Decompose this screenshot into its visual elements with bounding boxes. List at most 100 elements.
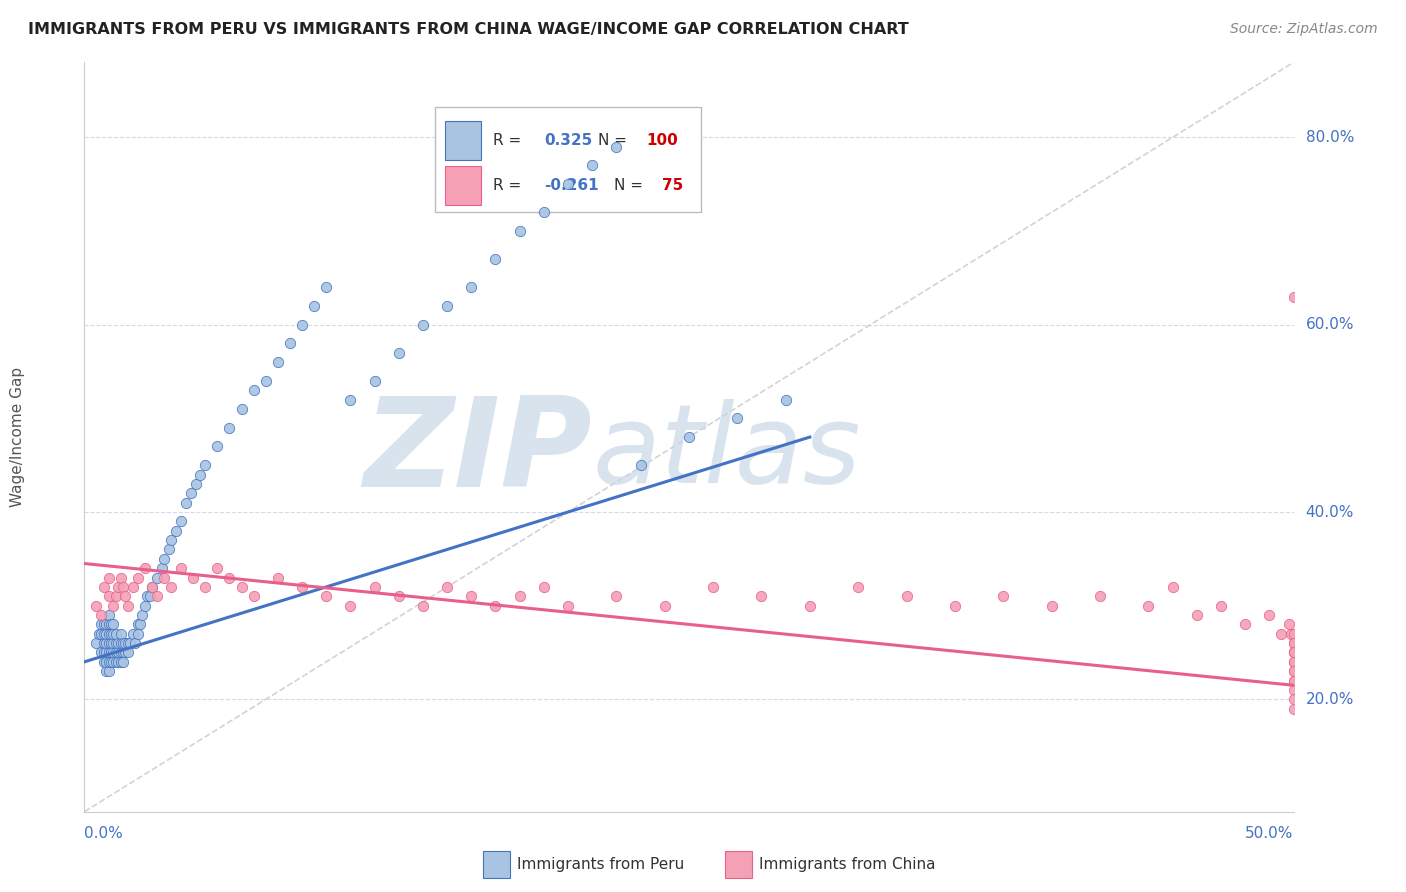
Point bbox=[190, 467, 212, 482]
Point bbox=[87, 626, 110, 640]
Point bbox=[605, 589, 627, 603]
Point bbox=[94, 664, 117, 679]
Point bbox=[93, 580, 115, 594]
Point bbox=[153, 571, 176, 585]
Point bbox=[1282, 646, 1305, 660]
Point bbox=[103, 636, 125, 650]
Point bbox=[436, 580, 458, 594]
Point bbox=[1282, 673, 1305, 688]
Point bbox=[100, 626, 122, 640]
Point bbox=[160, 533, 183, 547]
Point bbox=[339, 599, 361, 613]
Point bbox=[1137, 599, 1160, 613]
Point bbox=[107, 580, 129, 594]
Point bbox=[557, 177, 579, 192]
Point bbox=[97, 571, 120, 585]
Point bbox=[509, 224, 531, 238]
Text: 50.0%: 50.0% bbox=[1246, 826, 1294, 841]
Point bbox=[90, 626, 112, 640]
Point bbox=[112, 580, 135, 594]
Point bbox=[114, 636, 136, 650]
Point bbox=[630, 458, 652, 473]
Point bbox=[1040, 599, 1063, 613]
Point bbox=[1278, 617, 1301, 632]
Point bbox=[90, 617, 112, 632]
Point bbox=[231, 580, 253, 594]
Point bbox=[136, 589, 159, 603]
Text: 80.0%: 80.0% bbox=[1306, 130, 1354, 145]
Point bbox=[1282, 646, 1305, 660]
Point bbox=[86, 599, 108, 613]
Point bbox=[93, 626, 115, 640]
Point bbox=[110, 636, 132, 650]
Point bbox=[174, 496, 197, 510]
Point bbox=[141, 580, 163, 594]
Point bbox=[654, 599, 676, 613]
Point bbox=[114, 589, 136, 603]
Point bbox=[170, 514, 193, 528]
Point bbox=[170, 561, 193, 575]
Point bbox=[110, 655, 132, 669]
Point bbox=[799, 599, 821, 613]
Point bbox=[141, 580, 163, 594]
Point bbox=[533, 205, 555, 219]
Point bbox=[1282, 626, 1305, 640]
Point bbox=[557, 599, 579, 613]
Point bbox=[1282, 701, 1305, 715]
Point bbox=[1185, 608, 1208, 623]
Point bbox=[509, 589, 531, 603]
Point bbox=[218, 420, 240, 434]
Point bbox=[1282, 664, 1305, 679]
Point bbox=[1282, 664, 1305, 679]
Text: 20.0%: 20.0% bbox=[1306, 692, 1354, 706]
Point bbox=[339, 392, 361, 407]
Point bbox=[181, 571, 204, 585]
Point bbox=[363, 374, 385, 388]
Point bbox=[112, 655, 135, 669]
Point bbox=[104, 589, 127, 603]
Point bbox=[93, 617, 115, 632]
Point bbox=[1282, 673, 1305, 688]
Point bbox=[97, 655, 120, 669]
Point bbox=[127, 626, 149, 640]
Point bbox=[134, 599, 156, 613]
Point bbox=[1282, 655, 1305, 669]
Point bbox=[121, 626, 143, 640]
Point bbox=[104, 636, 127, 650]
Point bbox=[153, 551, 176, 566]
Point bbox=[231, 401, 253, 416]
Point bbox=[97, 664, 120, 679]
Text: 0.325: 0.325 bbox=[544, 133, 592, 148]
Point bbox=[702, 580, 724, 594]
Point bbox=[110, 571, 132, 585]
Point bbox=[846, 580, 869, 594]
Point bbox=[581, 158, 603, 172]
Point bbox=[184, 476, 207, 491]
Point bbox=[97, 636, 120, 650]
Point bbox=[302, 299, 325, 313]
Text: 60.0%: 60.0% bbox=[1306, 318, 1354, 332]
Point bbox=[775, 392, 797, 407]
Point bbox=[436, 299, 458, 313]
Text: Wage/Income Gap: Wage/Income Gap bbox=[10, 367, 25, 508]
Point bbox=[267, 571, 290, 585]
Point bbox=[484, 252, 506, 266]
Point bbox=[94, 655, 117, 669]
Point bbox=[100, 655, 122, 669]
Point bbox=[104, 655, 127, 669]
Point bbox=[1282, 636, 1305, 650]
Point bbox=[267, 355, 290, 369]
Point bbox=[103, 599, 125, 613]
Point bbox=[150, 561, 173, 575]
FancyBboxPatch shape bbox=[725, 851, 752, 878]
Text: R =: R = bbox=[494, 133, 526, 148]
Point bbox=[93, 655, 115, 669]
Point bbox=[107, 636, 129, 650]
Point bbox=[993, 589, 1015, 603]
Point bbox=[100, 617, 122, 632]
Point bbox=[315, 280, 337, 294]
Point bbox=[1161, 580, 1184, 594]
Point bbox=[103, 617, 125, 632]
Point bbox=[363, 580, 385, 594]
Text: 75: 75 bbox=[662, 178, 683, 193]
